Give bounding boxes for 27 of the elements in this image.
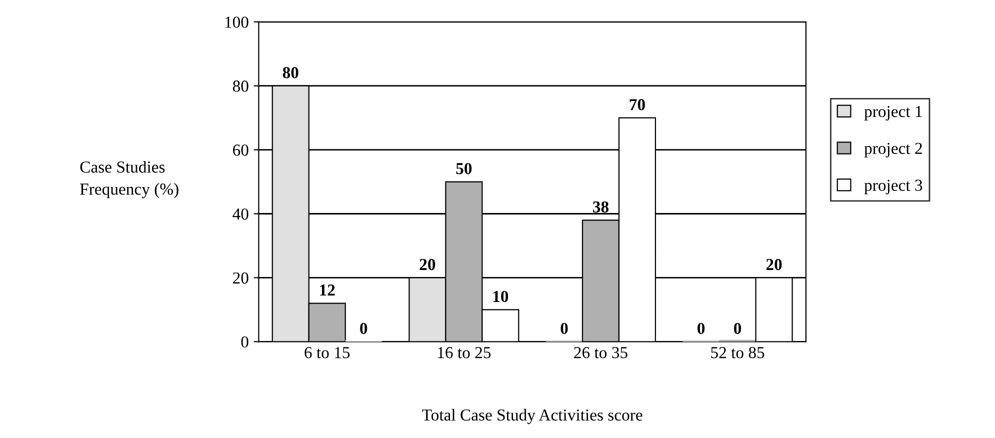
x-tick-label: 6 to 15 bbox=[304, 347, 350, 358]
data-label: 38 bbox=[593, 201, 609, 213]
x-tick-label: 26 to 35 bbox=[574, 347, 628, 358]
data-label: 20 bbox=[420, 258, 436, 270]
data-label: 20 bbox=[766, 258, 782, 270]
legend-label: project 3 bbox=[864, 180, 922, 194]
x-axis-title: Total Case Study Activities score bbox=[422, 408, 642, 424]
y-tick-label: 20 bbox=[233, 272, 248, 284]
y-axis-title: Case Studies Frequency (%) bbox=[80, 160, 178, 198]
data-label: 12 bbox=[320, 284, 335, 296]
data-label: 0 bbox=[698, 322, 705, 334]
y-tick-label: 40 bbox=[232, 208, 248, 220]
data-label: 0 bbox=[560, 322, 568, 334]
data-label: 70 bbox=[630, 99, 645, 110]
legend-label: project 2 bbox=[864, 142, 922, 158]
y-tick-label: 80 bbox=[232, 80, 248, 92]
x-tick-label: 16 to 25 bbox=[438, 347, 491, 358]
x-tick-label: 52 to 85 bbox=[711, 346, 764, 358]
y-tick-label: 0 bbox=[241, 336, 248, 348]
legend-label: project 1 bbox=[864, 106, 922, 121]
data-label: 10 bbox=[493, 290, 508, 302]
data-label: 0 bbox=[734, 322, 742, 334]
data-label: 0 bbox=[360, 322, 368, 334]
data-label: 80 bbox=[282, 67, 298, 78]
y-tick-label: 100 bbox=[225, 16, 248, 28]
data-label: 50 bbox=[456, 162, 472, 174]
y-tick-label: 60 bbox=[233, 144, 248, 156]
